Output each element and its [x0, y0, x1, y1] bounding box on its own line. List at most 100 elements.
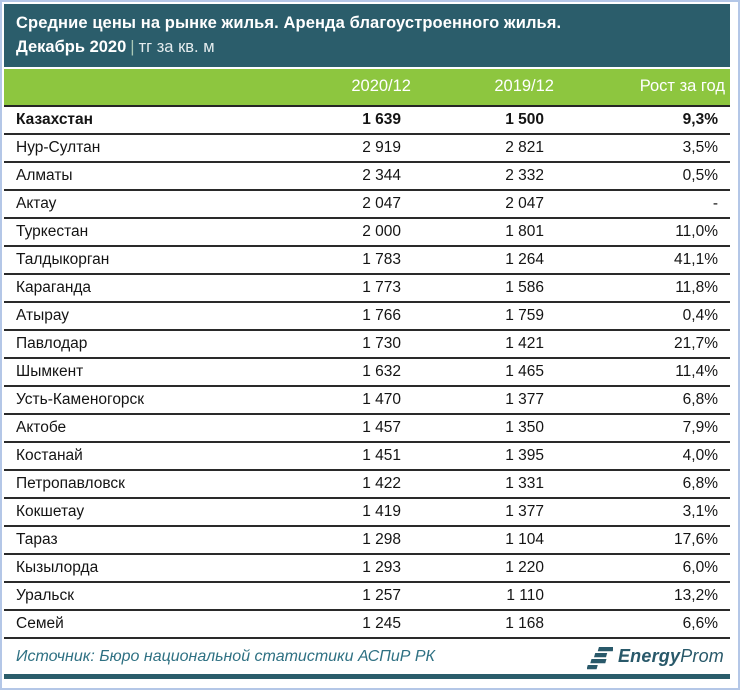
cell-price-2020: 1 730 — [362, 335, 401, 352]
cell-region: Семей — [16, 615, 64, 632]
cell-price-2019: 1 759 — [505, 307, 544, 324]
table-header-row: 2020/12 2019/12 Рост за год — [4, 69, 730, 106]
cell-region: Петропавловск — [16, 475, 125, 492]
cell-growth: 11,0% — [675, 223, 718, 240]
table-row: Уральск 1 257 1 110 13,2% — [4, 582, 730, 610]
subtitle-unit: тг за кв. м — [138, 38, 215, 56]
cell-region: Тараз — [16, 531, 58, 548]
column-header-2020-12: 2020/12 — [351, 76, 411, 95]
cell-price-2020: 1 783 — [362, 251, 401, 268]
cell-growth: 6,8% — [682, 391, 718, 408]
cell-growth: 7,9% — [682, 419, 718, 436]
cell-price-2020: 1 639 — [362, 111, 401, 128]
cell-price-2020: 2 919 — [362, 139, 401, 156]
cell-growth: 3,5% — [682, 139, 718, 156]
table-row: Туркестан 2 000 1 801 11,0% — [4, 218, 730, 246]
bottom-accent-bar — [4, 674, 730, 679]
cell-growth: 6,8% — [682, 475, 718, 492]
cell-price-2020: 1 470 — [362, 391, 401, 408]
cell-growth: 3,1% — [682, 503, 718, 520]
table-row: Алматы 2 344 2 332 0,5% — [4, 162, 730, 190]
cell-price-2019: 1 331 — [505, 475, 544, 492]
table-row: Усть-Каменогорск 1 470 1 377 6,8% — [4, 386, 730, 414]
cell-price-2019: 1 586 — [505, 279, 544, 296]
cell-price-2019: 1 395 — [505, 447, 544, 464]
table-row: Атырау 1 766 1 759 0,4% — [4, 302, 730, 330]
cell-price-2019: 1 168 — [505, 615, 544, 632]
cell-region: Талдыкорган — [16, 251, 110, 268]
cell-growth: 9,3% — [682, 111, 718, 128]
cell-price-2019: 1 500 — [505, 111, 544, 128]
cell-region: Нур-Султан — [16, 139, 101, 156]
cell-price-2019: 2 047 — [505, 195, 544, 212]
table-header: 2020/12 2019/12 Рост за год — [4, 69, 730, 106]
title-block: Средние цены на рынке жилья. Аренда благ… — [4, 4, 730, 67]
cell-region: Павлодар — [16, 335, 88, 352]
cell-region: Шымкент — [16, 363, 84, 380]
subtitle-separator: | — [130, 38, 135, 56]
cell-growth: 21,7% — [674, 335, 718, 352]
page-title: Средние цены на рынке жилья. Аренда благ… — [16, 14, 562, 32]
cell-growth: 4,0% — [682, 447, 718, 464]
cell-region: Костанай — [16, 447, 83, 464]
cell-price-2020: 1 773 — [362, 279, 401, 296]
cell-growth: - — [712, 195, 718, 212]
table-row: Петропавловск 1 422 1 331 6,8% — [4, 470, 730, 498]
cell-price-2020: 1 419 — [362, 503, 401, 520]
cell-price-2019: 1 220 — [505, 559, 544, 576]
cell-growth: 11,8% — [675, 279, 718, 296]
cell-price-2020: 1 293 — [362, 559, 401, 576]
table-row: Костанай 1 451 1 395 4,0% — [4, 442, 730, 470]
table-row: Караганда 1 773 1 586 11,8% — [4, 274, 730, 302]
table-row: Павлодар 1 730 1 421 21,7% — [4, 330, 730, 358]
cell-price-2019: 2 821 — [505, 139, 544, 156]
table-row: Нур-Султан 2 919 2 821 3,5% — [4, 134, 730, 162]
table-row: Тараз 1 298 1 104 17,6% — [4, 526, 730, 554]
table-row: Шымкент 1 632 1 465 11,4% — [4, 358, 730, 386]
cell-price-2019: 1 465 — [505, 363, 544, 380]
cell-price-2019: 1 350 — [505, 419, 544, 436]
cell-price-2020: 2 000 — [362, 223, 401, 240]
table-row: Талдыкорган 1 783 1 264 41,1% — [4, 246, 730, 274]
table-row: Кызылорда 1 293 1 220 6,0% — [4, 554, 730, 582]
cell-price-2019: 1 104 — [505, 531, 544, 548]
cell-price-2019: 1 421 — [505, 335, 544, 352]
cell-price-2020: 1 257 — [362, 587, 401, 604]
cell-price-2019: 1 110 — [506, 587, 544, 604]
cell-growth: 41,1% — [674, 251, 718, 268]
cell-price-2019: 1 377 — [505, 391, 544, 408]
cell-region: Усть-Каменогорск — [16, 391, 145, 408]
cell-region: Казахстан — [16, 111, 94, 128]
prices-table: 2020/12 2019/12 Рост за год Казахстан 1 6… — [4, 69, 730, 639]
column-header-region — [4, 69, 265, 106]
cell-region: Атырау — [16, 307, 70, 324]
cell-price-2019: 1 377 — [505, 503, 544, 520]
cell-price-2019: 1 264 — [505, 251, 544, 268]
energyprom-logo-icon — [586, 646, 613, 669]
logo-text: EnergyProm — [618, 646, 724, 667]
page-subtitle: Декабрь 2020 | тг за кв. м — [16, 35, 718, 60]
cell-region: Актау — [16, 195, 57, 212]
cell-region: Алматы — [16, 167, 73, 184]
cell-price-2020: 2 047 — [362, 195, 401, 212]
footer: Источник: Бюро национальной статистики А… — [4, 639, 730, 673]
cell-region: Туркестан — [16, 223, 89, 240]
cell-price-2020: 1 422 — [362, 475, 401, 492]
table-row: Казахстан 1 639 1 500 9,3% — [4, 106, 730, 134]
cell-price-2020: 1 457 — [362, 419, 401, 436]
table-row: Семей 1 245 1 168 6,6% — [4, 610, 730, 638]
cell-price-2020: 1 632 — [362, 363, 401, 380]
column-header-growth: Рост за год — [639, 76, 725, 95]
energyprom-logo: EnergyProm — [586, 644, 724, 670]
cell-growth: 13,2% — [674, 587, 718, 604]
table-body: Казахстан 1 639 1 500 9,3% Нур-Султан 2 919 2 … — [4, 106, 730, 638]
cell-price-2019: 2 332 — [505, 167, 544, 184]
cell-growth: 6,6% — [682, 615, 718, 632]
cell-growth: 6,0% — [682, 559, 718, 576]
subtitle-period: Декабрь 2020 — [16, 38, 127, 56]
cell-price-2020: 1 298 — [362, 531, 401, 548]
logo-text-light: Prom — [680, 646, 724, 666]
source-note: Источник: Бюро национальной статистики А… — [16, 647, 435, 665]
cell-growth: 17,6% — [674, 531, 718, 548]
